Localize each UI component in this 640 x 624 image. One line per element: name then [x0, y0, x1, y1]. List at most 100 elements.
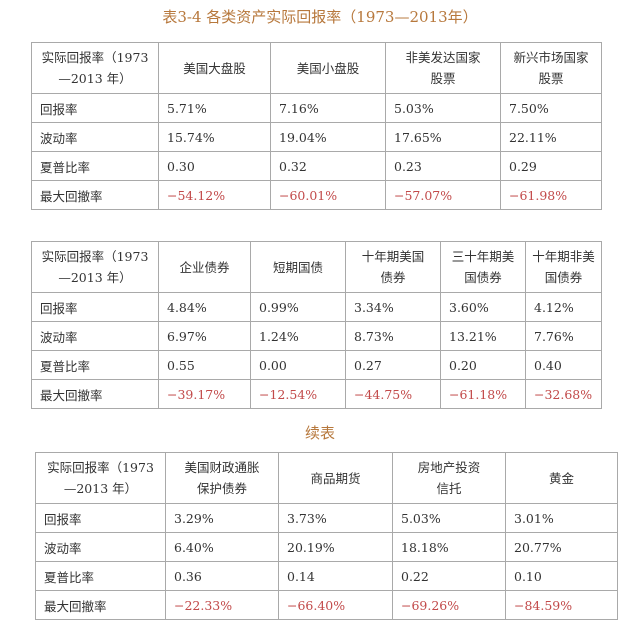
- column-header-line: 新兴市场国家: [513, 50, 589, 65]
- row-label: 最大回撤率: [35, 590, 166, 620]
- column-header: 黄金: [505, 452, 618, 504]
- table-cell: 18.18%: [392, 532, 506, 562]
- table-cell: −32.68%: [525, 379, 602, 409]
- table-row: 夏普比率 0.36 0.14 0.22 0.10: [35, 561, 618, 591]
- column-header: 三十年期美 国债券: [440, 241, 526, 293]
- column-header: 商品期货: [278, 452, 393, 504]
- column-header-line: 企业债券: [179, 259, 230, 275]
- column-header: 美国财政通胀 保护债券: [165, 452, 279, 504]
- column-header-line: 信托: [436, 481, 462, 496]
- row-label: 回报率: [31, 292, 159, 322]
- table-row: 回报率 4.84% 0.99% 3.34% 3.60% 4.12%: [31, 292, 602, 322]
- table-cell: −60.01%: [270, 180, 386, 210]
- row-label: 波动率: [31, 321, 159, 351]
- table-cell: 13.21%: [440, 321, 526, 351]
- table-cell: 3.29%: [165, 503, 279, 533]
- column-header-line: 国债券: [544, 270, 583, 285]
- column-header-line: 股票: [538, 71, 564, 86]
- table-cell: 6.40%: [165, 532, 279, 562]
- table-cell: 20.77%: [505, 532, 618, 562]
- continued-label: 续表: [304, 424, 335, 442]
- column-header-line: 美国财政通胀: [184, 460, 260, 475]
- table-row: 最大回撤率 −39.17% −12.54% −44.75% −61.18% −32.68%: [31, 379, 602, 409]
- table-cell: 7.50%: [500, 93, 602, 123]
- returns-table-stocks: 实际回报率（1973 —2013 年） 美国大盘股 美国小盘股 非美发达国家 股票 新兴市场…: [31, 42, 602, 210]
- corner-header-line: 实际回报率（1973: [41, 249, 149, 264]
- column-header-line: 保护债券: [196, 481, 247, 496]
- row-label: 夏普比率: [31, 151, 159, 181]
- column-header-line: 短期国债: [272, 259, 323, 275]
- row-label: 波动率: [31, 122, 159, 152]
- row-label: 最大回撤率: [31, 180, 159, 210]
- table-cell: −12.54%: [250, 379, 346, 409]
- table-cell: −57.07%: [385, 180, 501, 210]
- table-cell: 4.84%: [158, 292, 251, 322]
- table-cell: 3.60%: [440, 292, 526, 322]
- column-header-line: 非美发达国家: [405, 50, 481, 65]
- table-cell: 4.12%: [525, 292, 602, 322]
- column-header: 十年期美国 债券: [345, 241, 441, 293]
- header-row: 实际回报率（1973 —2013 年） 美国大盘股 美国小盘股 非美发达国家 股票 新兴市场…: [31, 42, 602, 94]
- table-cell: −54.12%: [158, 180, 271, 210]
- column-header-line: 黄金: [548, 470, 574, 486]
- table-cell: 3.73%: [278, 503, 393, 533]
- row-label: 回报率: [35, 503, 166, 533]
- table-cell: 3.34%: [345, 292, 441, 322]
- column-header-line: 股票: [430, 71, 456, 86]
- column-header: 美国小盘股: [270, 42, 386, 94]
- table-cell: −66.40%: [278, 590, 393, 620]
- table-cell: −44.75%: [345, 379, 441, 409]
- row-label: 夏普比率: [35, 561, 166, 591]
- table-cell: 0.10: [505, 561, 618, 591]
- table-cell: 0.32: [270, 151, 386, 181]
- table-cell: 0.14: [278, 561, 393, 591]
- table-cell: 0.20: [440, 350, 526, 380]
- table-cell: 5.03%: [392, 503, 506, 533]
- table-cell: 7.76%: [525, 321, 602, 351]
- returns-table-bonds: 实际回报率（1973 —2013 年） 企业债券 短期国债 十年期美国 债券 三十年期美 国债…: [31, 241, 602, 409]
- table-title: 表3-4 各类资产实际回报率（1973—2013年）: [162, 8, 478, 26]
- column-header: 短期国债: [250, 241, 346, 293]
- table-cell: −61.98%: [500, 180, 602, 210]
- table-cell: 5.03%: [385, 93, 501, 123]
- column-header-line: 美国大盘股: [183, 60, 246, 76]
- column-header-line: 三十年期美: [451, 249, 515, 264]
- table-row: 回报率 3.29% 3.73% 5.03% 3.01%: [35, 503, 618, 533]
- table-row: 夏普比率 0.55 0.00 0.27 0.20 0.40: [31, 350, 602, 380]
- table-row: 最大回撤率 −54.12% −60.01% −57.07% −61.98%: [31, 180, 602, 210]
- column-header: 非美发达国家 股票: [385, 42, 501, 94]
- table-cell: 0.30: [158, 151, 271, 181]
- table-cell: 0.27: [345, 350, 441, 380]
- row-label: 波动率: [35, 532, 166, 562]
- column-header-line: 房地产投资: [417, 460, 481, 475]
- table-row: 波动率 15.74% 19.04% 17.65% 22.11%: [31, 122, 602, 152]
- column-header-line: 十年期美国: [361, 249, 425, 264]
- table-cell: 0.00: [250, 350, 346, 380]
- corner-header-line: —2013 年）: [63, 481, 138, 496]
- table-cell: −69.26%: [392, 590, 506, 620]
- table-cell: −84.59%: [505, 590, 618, 620]
- column-header: 企业债券: [158, 241, 251, 293]
- corner-header: 实际回报率（1973 —2013 年）: [35, 452, 166, 504]
- column-header: 美国大盘股: [158, 42, 271, 94]
- table-cell: 0.29: [500, 151, 602, 181]
- corner-header-line: —2013 年）: [58, 71, 132, 86]
- row-label: 回报率: [31, 93, 159, 123]
- table-cell: −39.17%: [158, 379, 251, 409]
- table-cell: 0.22: [392, 561, 506, 591]
- table-cell: −22.33%: [165, 590, 279, 620]
- header-row: 实际回报率（1973 —2013 年） 美国财政通胀 保护债券 商品期货 房地产投资 信托 黄…: [35, 452, 618, 504]
- table-cell: 15.74%: [158, 122, 271, 152]
- table-cell: 22.11%: [500, 122, 602, 152]
- row-label: 最大回撤率: [31, 379, 159, 409]
- table-cell: 5.71%: [158, 93, 271, 123]
- returns-table-alternatives: 实际回报率（1973 —2013 年） 美国财政通胀 保护债券 商品期货 房地产投资 信托 黄…: [35, 452, 618, 620]
- table-cell: 3.01%: [505, 503, 618, 533]
- table-cell: 0.99%: [250, 292, 346, 322]
- corner-header: 实际回报率（1973 —2013 年）: [31, 241, 159, 293]
- table-row: 最大回撤率 −22.33% −66.40% −69.26% −84.59%: [35, 590, 618, 620]
- table-cell: 17.65%: [385, 122, 501, 152]
- table-cell: 0.23: [385, 151, 501, 181]
- table-cell: 8.73%: [345, 321, 441, 351]
- table-cell: −61.18%: [440, 379, 526, 409]
